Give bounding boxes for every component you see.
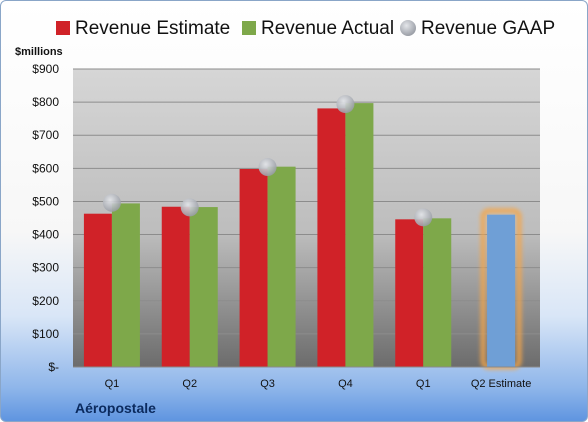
- legend: Revenue Estimate Revenue Actual Revenue …: [56, 18, 555, 39]
- gaap-markers: [102, 95, 433, 227]
- y-tick-label: $500: [32, 194, 59, 208]
- gaap-marker: [414, 208, 433, 227]
- bar-revenue-estimate: [239, 168, 268, 367]
- x-category-label: Q2: [182, 378, 197, 390]
- bar-revenue-actual: [111, 203, 140, 367]
- bar-revenue-q2-estimate: [487, 214, 516, 367]
- bar-revenue-actual: [267, 166, 296, 367]
- bar-revenue-estimate: [83, 213, 112, 367]
- y-tick-label: $100: [32, 327, 59, 341]
- x-axis-categories: Q1 Q2 Q3 Q4 Q1 Q2 Estimate: [105, 378, 532, 390]
- legend-marker-gaap: [400, 20, 416, 36]
- y-axis-unit-label: $millions: [15, 46, 63, 58]
- y-tick-label: $600: [32, 161, 59, 175]
- y-tick-label: $800: [32, 95, 59, 109]
- legend-swatch-actual: [242, 21, 256, 35]
- bar-revenue-estimate: [395, 219, 424, 367]
- bars: [83, 103, 522, 370]
- y-tick-label: $700: [32, 128, 59, 142]
- gridlines: [73, 68, 540, 335]
- bar-revenue-estimate: [317, 108, 346, 367]
- y-tick-label: $200: [32, 294, 59, 308]
- gaap-marker: [180, 198, 199, 217]
- y-tick-label: $-: [48, 360, 59, 374]
- x-category-label: Q1: [416, 378, 431, 390]
- bar-revenue-actual: [345, 103, 374, 368]
- x-category-label: Q4: [338, 378, 353, 390]
- company-name: Aéropostale: [75, 400, 156, 416]
- legend-label-actual: Revenue Actual: [261, 18, 394, 39]
- gaap-marker: [102, 193, 121, 212]
- gaap-marker: [258, 158, 277, 177]
- bar-revenue-actual: [423, 218, 452, 367]
- y-axis-ticks: $- $100 $200 $300 $400 $500 $600 $700 $800 $900: [32, 62, 59, 374]
- bar-revenue-actual: [189, 207, 218, 367]
- y-tick-label: $400: [32, 228, 59, 242]
- legend-swatch-estimate: [56, 21, 70, 35]
- legend-label-estimate: Revenue Estimate: [75, 18, 230, 39]
- y-tick-label: $900: [32, 62, 59, 76]
- y-tick-label: $300: [32, 261, 59, 275]
- x-category-label: Q1: [105, 378, 120, 390]
- plot-area: [73, 69, 540, 367]
- x-category-label: Q2 Estimate: [471, 378, 532, 390]
- x-category-label: Q3: [260, 378, 275, 390]
- legend-label-gaap: Revenue GAAP: [421, 18, 555, 39]
- gaap-marker: [336, 95, 355, 114]
- bar-revenue-estimate: [161, 206, 190, 367]
